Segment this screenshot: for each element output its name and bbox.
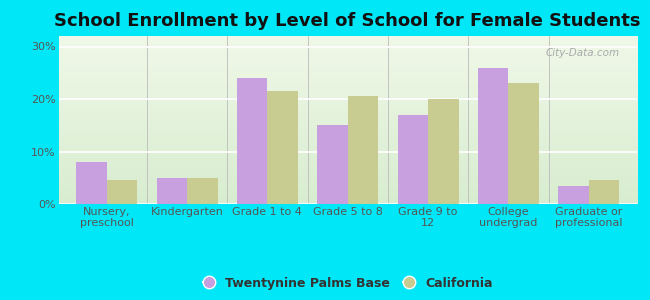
Bar: [558, 186, 589, 204]
Legend: Twentynine Palms Base, California: Twentynine Palms Base, California: [198, 272, 498, 295]
Bar: [478, 68, 508, 204]
Bar: [589, 180, 619, 204]
Bar: [107, 180, 137, 204]
Bar: [157, 178, 187, 204]
Bar: [348, 96, 378, 204]
Bar: [76, 162, 107, 204]
Bar: [187, 178, 218, 204]
Bar: [508, 83, 539, 204]
Text: City-Data.com: City-Data.com: [545, 48, 619, 58]
Bar: [237, 78, 267, 204]
Bar: [398, 115, 428, 204]
Bar: [428, 99, 459, 204]
Bar: [267, 91, 298, 204]
Title: School Enrollment by Level of School for Female Students: School Enrollment by Level of School for…: [55, 12, 641, 30]
Bar: [317, 125, 348, 204]
